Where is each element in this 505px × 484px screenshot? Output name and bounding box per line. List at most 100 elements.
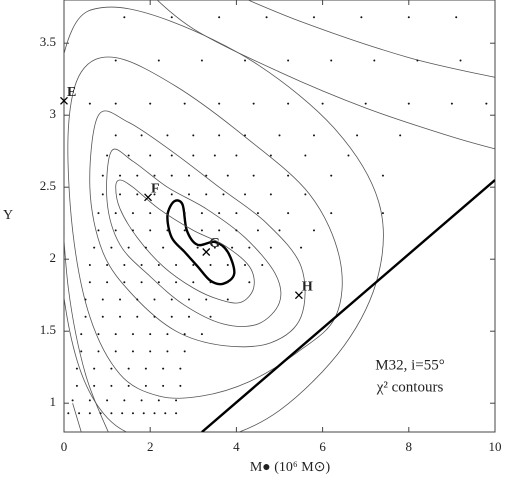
model-point	[209, 315, 212, 318]
model-point	[213, 246, 216, 249]
model-point	[149, 154, 152, 157]
model-point	[93, 246, 96, 249]
model-point	[166, 350, 169, 353]
model-point	[205, 174, 208, 177]
model-point	[80, 350, 83, 353]
model-point	[153, 174, 156, 177]
model-point	[67, 412, 70, 415]
y-tick-label: 2	[50, 250, 57, 265]
model-point	[187, 315, 190, 318]
model-point	[226, 298, 229, 301]
model-point	[78, 412, 81, 415]
model-point	[235, 229, 238, 232]
model-point	[170, 298, 173, 301]
model-point	[123, 281, 126, 284]
model-point	[88, 412, 91, 415]
model-point	[127, 154, 130, 157]
model-point	[136, 298, 139, 301]
model-point	[142, 412, 145, 415]
model-point	[170, 315, 173, 318]
model-point	[218, 229, 221, 232]
model-point	[123, 399, 126, 402]
model-point	[235, 212, 238, 215]
model-point	[99, 412, 102, 415]
x-tick-label: 0	[61, 439, 68, 454]
model-point	[136, 315, 139, 318]
labeled-point	[144, 193, 153, 202]
model-point	[175, 263, 178, 266]
model-point	[455, 16, 458, 19]
model-point	[248, 281, 251, 284]
model-point	[256, 212, 259, 215]
model-point	[183, 333, 186, 336]
model-point	[407, 102, 410, 105]
model-point	[312, 16, 315, 19]
model-point	[119, 298, 122, 301]
model-point	[485, 102, 488, 105]
model-point	[170, 16, 173, 19]
model-point	[153, 412, 156, 415]
model-point	[200, 333, 203, 336]
model-point	[127, 367, 130, 370]
model-point	[269, 193, 272, 196]
model-point	[205, 193, 208, 196]
model-point	[300, 246, 303, 249]
y-axis-label: Υ	[3, 208, 13, 223]
model-point	[136, 174, 139, 177]
model-point	[106, 281, 109, 284]
contour-line	[106, 148, 282, 327]
model-point	[252, 174, 255, 177]
model-point	[183, 102, 186, 105]
model-point	[157, 281, 160, 284]
model-point	[153, 193, 156, 196]
model-point	[71, 399, 74, 402]
model-point	[144, 367, 147, 370]
model-point	[235, 154, 238, 157]
model-point	[218, 134, 221, 137]
x-tick-label: 10	[489, 439, 502, 454]
point-label: H	[302, 279, 313, 294]
labeled-point	[294, 291, 303, 300]
model-point	[278, 134, 281, 137]
model-point	[360, 16, 363, 19]
model-point	[170, 193, 173, 196]
model-point	[269, 154, 272, 157]
model-point	[192, 134, 195, 137]
model-point	[166, 134, 169, 137]
model-point	[244, 59, 247, 62]
model-point	[192, 154, 195, 157]
model-point	[114, 102, 117, 105]
contour-line	[72, 403, 82, 432]
model-point	[119, 315, 122, 318]
model-point	[187, 193, 190, 196]
model-point	[399, 134, 402, 137]
model-point	[157, 399, 160, 402]
model-point	[213, 154, 216, 157]
model-point	[97, 333, 100, 336]
y-tick-label: 1	[50, 394, 57, 409]
model-point	[84, 315, 87, 318]
contour-line	[156, 0, 495, 150]
model-point	[192, 281, 195, 284]
model-point	[381, 212, 384, 215]
model-point	[114, 229, 117, 232]
model-point	[131, 333, 134, 336]
model-point	[304, 193, 307, 196]
best-contour	[166, 199, 236, 286]
model-point	[127, 384, 130, 387]
model-point	[106, 399, 109, 402]
model-point	[101, 315, 104, 318]
annotation: M32, i=55°	[375, 357, 444, 373]
model-point	[222, 193, 225, 196]
model-point	[101, 174, 104, 177]
model-point	[119, 193, 122, 196]
model-point	[248, 246, 251, 249]
model-point	[157, 59, 160, 62]
model-point	[321, 102, 324, 105]
model-point	[75, 384, 78, 387]
model-point	[200, 212, 203, 215]
model-point	[170, 174, 173, 177]
model-point	[101, 298, 104, 301]
model-point	[80, 333, 83, 336]
model-point	[140, 399, 143, 402]
